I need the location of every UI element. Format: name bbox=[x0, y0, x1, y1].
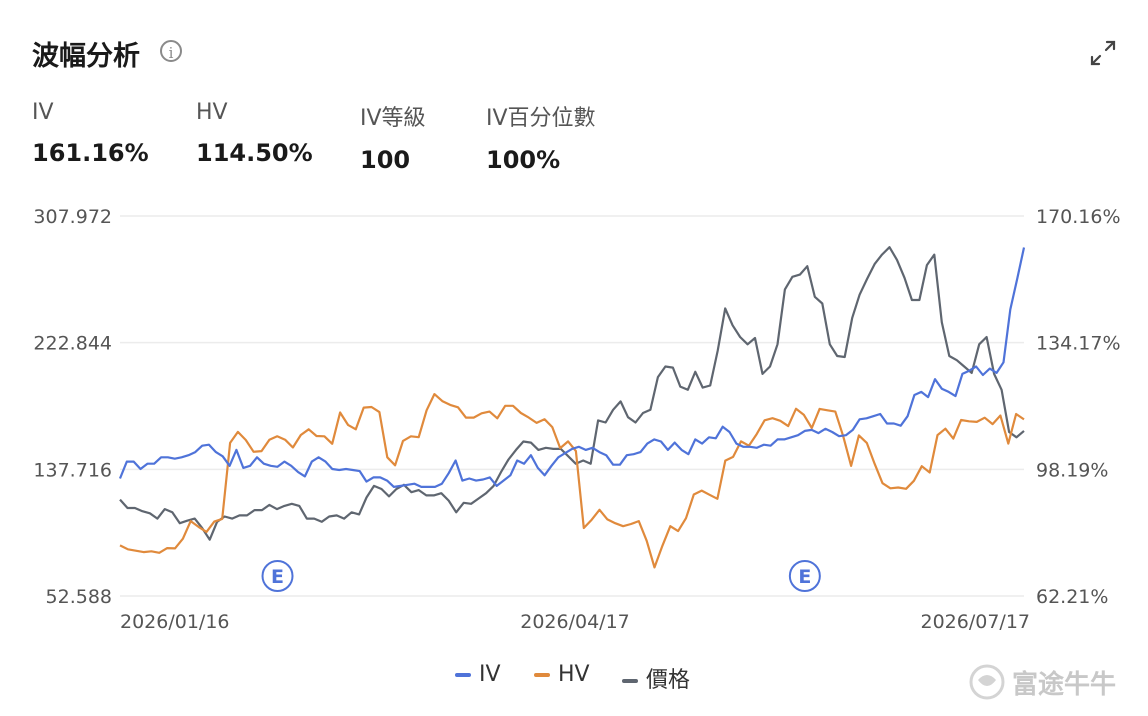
legend-swatch-hv bbox=[534, 673, 550, 677]
stat-iv-label: IV bbox=[32, 100, 54, 125]
legend-label-price: 價格 bbox=[646, 668, 691, 693]
legend-item-iv[interactable]: IV bbox=[455, 662, 501, 687]
chart-legend: IV HV 價格 bbox=[0, 662, 1148, 694]
legend-item-price[interactable]: 價格 bbox=[622, 662, 690, 694]
x-axis-tick-label: 2026/04/17 bbox=[520, 611, 630, 633]
right-axis-tick-label: 98.19% bbox=[1036, 459, 1108, 481]
legend-swatch-iv bbox=[455, 673, 471, 677]
legend-swatch-price bbox=[622, 679, 638, 683]
stat-iv-percentile-label: IV百分位數 bbox=[486, 106, 596, 131]
stat-iv-percentile-value: 100% bbox=[486, 146, 561, 174]
price-series-line bbox=[119, 246, 1025, 541]
expand-icon[interactable] bbox=[1088, 38, 1118, 68]
x-axis-tick-label: 2026/01/16 bbox=[120, 611, 230, 633]
right-axis-tick-label: 62.21% bbox=[1036, 586, 1108, 608]
stat-iv-percentile: IV百分位數 100% bbox=[486, 100, 596, 174]
left-axis-tick-label: 137.716 bbox=[33, 459, 112, 481]
stat-iv-value: 161.16% bbox=[32, 139, 149, 167]
stat-iv-rank-label: IV等級 bbox=[360, 106, 426, 131]
x-axis-tick-label: 2026/07/17 bbox=[920, 611, 1030, 633]
legend-label-iv: IV bbox=[479, 662, 501, 687]
left-axis-tick-label: 222.844 bbox=[33, 333, 112, 355]
left-axis-tick-label: 307.972 bbox=[33, 206, 112, 228]
stat-iv: IV 161.16% bbox=[32, 100, 149, 167]
info-icon[interactable]: i bbox=[160, 40, 182, 62]
watermark-logo-icon bbox=[969, 664, 1005, 700]
iv-series-line bbox=[118, 247, 1026, 488]
hv-series-line bbox=[119, 393, 1025, 569]
stat-iv-rank: IV等級 100 bbox=[360, 100, 426, 174]
right-axis-tick-label: 170.16% bbox=[1036, 206, 1121, 228]
watermark-text: 富途牛牛 bbox=[1012, 670, 1117, 700]
stat-iv-rank-value: 100 bbox=[360, 146, 411, 174]
stat-hv: HV 114.50% bbox=[196, 100, 313, 167]
legend-item-hv[interactable]: HV bbox=[534, 662, 590, 687]
earnings-marker-icon bbox=[261, 560, 294, 592]
earnings-marker-label: E bbox=[798, 566, 811, 588]
stat-hv-value: 114.50% bbox=[196, 139, 313, 167]
earnings-marker-icon bbox=[788, 560, 821, 592]
earnings-marker-label: E bbox=[271, 566, 284, 588]
stat-hv-label: HV bbox=[196, 100, 228, 125]
card-title: 波幅分析 bbox=[32, 41, 140, 72]
right-axis-tick-label: 134.17% bbox=[1036, 333, 1121, 355]
left-axis-tick-label: 52.588 bbox=[46, 586, 112, 608]
legend-label-hv: HV bbox=[558, 662, 590, 687]
